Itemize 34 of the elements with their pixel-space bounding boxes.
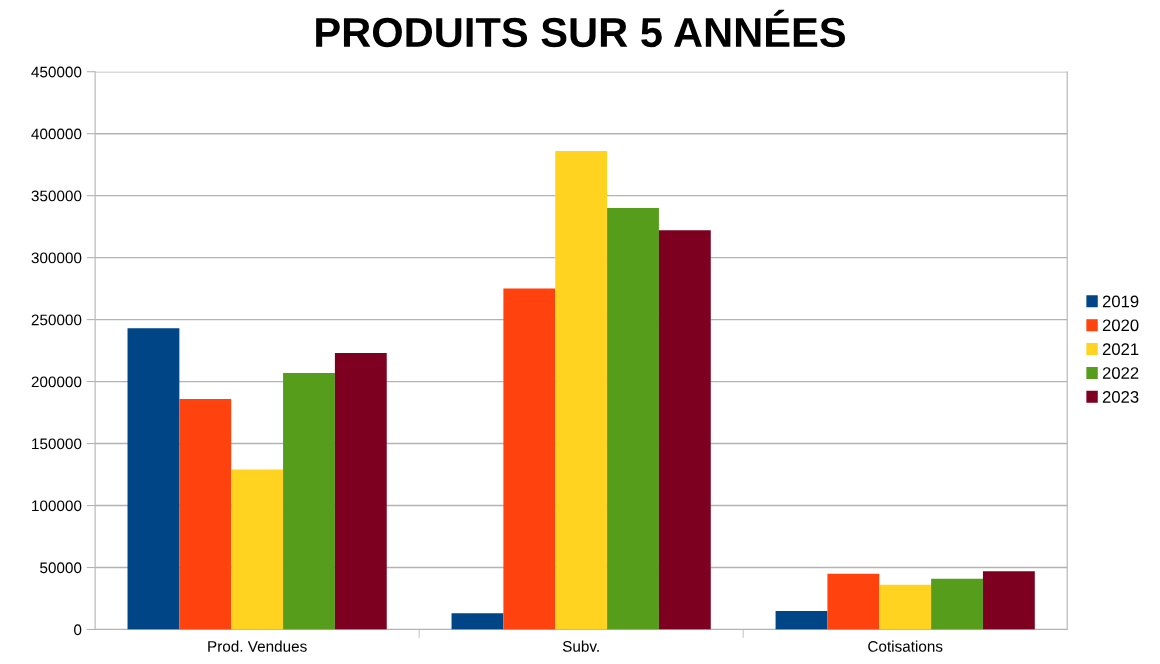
y-tick-label: 0 — [74, 624, 82, 636]
legend-label: 2021 — [1102, 343, 1139, 356]
bar — [503, 288, 556, 630]
bar — [127, 328, 180, 630]
bar — [451, 613, 504, 630]
bar — [555, 151, 608, 630]
y-tick-label: 350000 — [31, 190, 82, 202]
y-tick-label: 300000 — [31, 252, 82, 264]
bar — [658, 230, 711, 630]
bar — [334, 353, 387, 630]
y-tick-label: 150000 — [32, 438, 82, 450]
chart-title: PRODUITS SUR 5 ANNÉES — [316, 9, 845, 48]
bar — [879, 584, 932, 630]
x-tick-label: Cotisations — [868, 640, 943, 652]
y-tick-label: 400000 — [31, 128, 82, 140]
legend-label: 2023 — [1102, 391, 1139, 403]
bar — [179, 398, 232, 630]
x-tick-label: Prod. Vendues — [208, 640, 307, 652]
bar — [607, 208, 659, 630]
y-tick-label: 100000 — [32, 500, 82, 512]
bar — [931, 578, 983, 630]
legend-label: 2020 — [1102, 319, 1139, 332]
bar — [775, 610, 828, 630]
bar — [283, 372, 335, 630]
bar — [982, 571, 1035, 630]
y-tick-label: 200000 — [31, 376, 82, 388]
legend-label: 2022 — [1102, 367, 1139, 379]
y-tick-label: 50000 — [40, 562, 82, 574]
x-tick-label: Subv. — [562, 640, 599, 652]
legend-label: 2019 — [1102, 295, 1139, 308]
bar — [827, 573, 880, 630]
y-tick-label: 250000 — [31, 314, 82, 326]
bar — [231, 469, 284, 630]
y-tick-label: 450000 — [31, 66, 82, 78]
